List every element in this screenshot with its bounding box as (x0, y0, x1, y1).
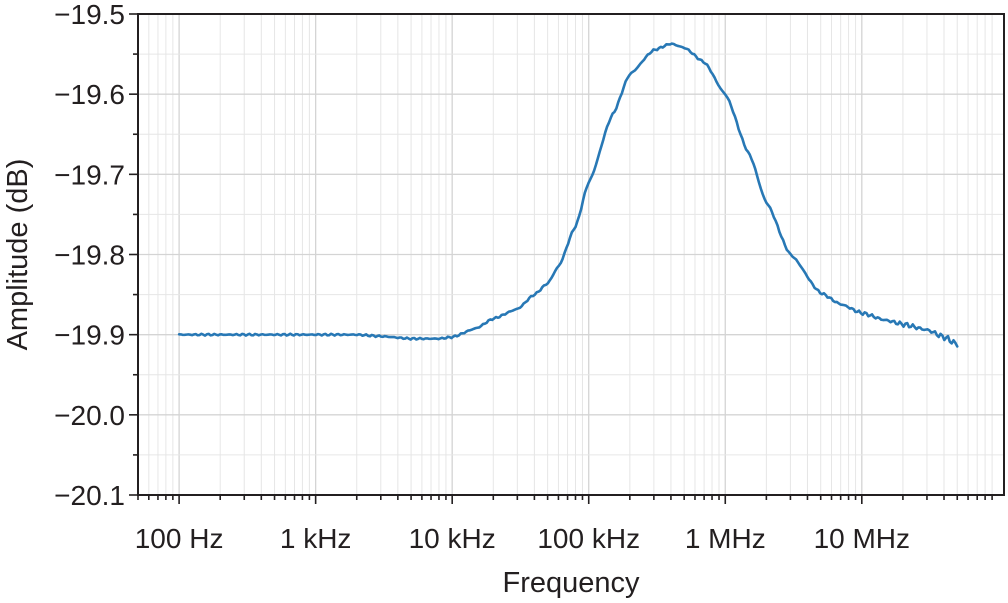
x-tick-label: 1 MHz (685, 523, 766, 554)
x-tick-label: 100 Hz (135, 523, 224, 554)
grid (137, 13, 1004, 496)
y-tick-label: −20.0 (54, 400, 125, 431)
y-tick-labels: −19.5 −19.6 −19.7 −19.8 −19.9 −20.0 −20.1 (54, 0, 125, 511)
y-tick-label: −19.5 (54, 0, 125, 30)
plot-area (177, 42, 959, 348)
y-tick-label: −19.8 (54, 240, 125, 271)
y-axis-title: Amplitude (dB) (2, 159, 34, 351)
axis-ticks (129, 13, 993, 504)
series-line-0 (177, 42, 959, 348)
y-tick-label: −19.9 (54, 320, 125, 351)
x-tick-label: 100 kHz (537, 523, 640, 554)
x-tick-label: 1 kHz (280, 523, 352, 554)
x-tick-label: 10 kHz (409, 523, 496, 554)
y-tick-label: −20.1 (54, 480, 125, 511)
x-axis-title: Frequency (502, 567, 640, 599)
y-tick-label: −19.7 (54, 159, 125, 190)
x-tick-labels: 100 Hz 1 kHz 10 kHz 100 kHz 1 MHz 10 MHz (135, 523, 910, 554)
x-tick-label: 10 MHz (814, 523, 910, 554)
y-tick-label: −19.6 (54, 79, 125, 110)
